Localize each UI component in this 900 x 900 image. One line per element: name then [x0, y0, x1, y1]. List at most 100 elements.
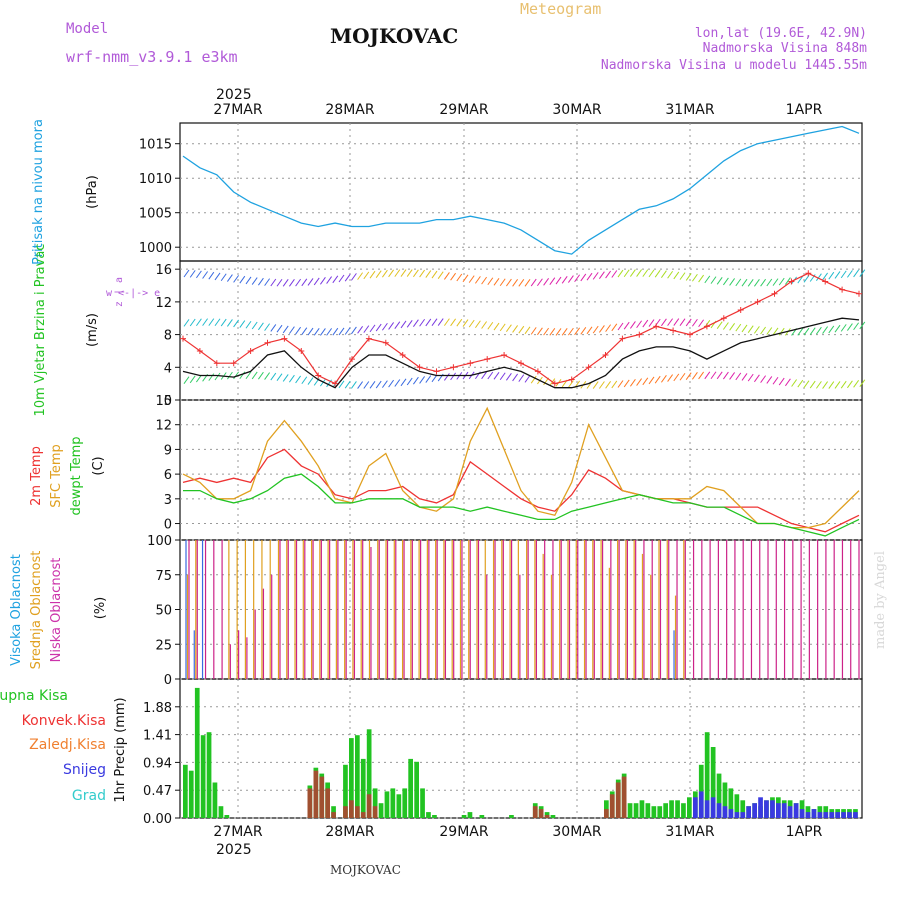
wind-barb [685, 318, 692, 327]
wind-barb [735, 323, 742, 332]
wind-barb [543, 327, 550, 336]
wind-barb [741, 324, 748, 333]
wind-barb [183, 376, 190, 384]
wind-barb [462, 319, 469, 327]
wind-barb [803, 327, 810, 336]
wind-barb [710, 371, 717, 380]
precip-bar [740, 812, 746, 818]
y-tick-label: 15 [155, 394, 172, 409]
precip-bar [663, 803, 668, 818]
wind-gust-mark [551, 380, 558, 387]
precip-bar [716, 773, 722, 818]
wind-gust-mark [450, 364, 457, 371]
wind-barb [636, 378, 643, 386]
wind-barb [388, 379, 395, 388]
wind-barb [822, 381, 829, 389]
wind-gust-mark [805, 270, 812, 277]
wind-barb [344, 273, 351, 282]
wind-barb [828, 381, 835, 389]
precip-bar [734, 794, 740, 818]
y-tick-label: 25 [155, 638, 172, 653]
wind-barb [859, 269, 866, 277]
precip-bar [645, 803, 651, 818]
wind-barb [722, 322, 729, 330]
wind-barb [443, 272, 450, 280]
wind-barb [580, 327, 587, 335]
wind-barb [313, 328, 320, 336]
wind-barb [648, 269, 655, 278]
wind-barb [809, 327, 816, 335]
wind-barb [319, 328, 326, 336]
wind-barb [406, 269, 413, 277]
wind-barb [208, 373, 215, 381]
y-tick-label: 12 [155, 419, 172, 434]
y-tick-label: 0.94 [143, 756, 172, 771]
wind-barb [288, 279, 295, 287]
wind-barb [208, 271, 215, 280]
wind-barb [636, 320, 643, 329]
top-date-labels: 27MAR 28MAR 29MAR 30MAR 31MAR 1APR [213, 102, 822, 118]
wind-barb [270, 324, 277, 332]
wind-barb [264, 323, 271, 331]
wind-barb [214, 372, 221, 381]
wind-barb [729, 323, 736, 331]
precip-bars [183, 687, 858, 818]
wind-barbs [183, 269, 866, 389]
wind-barb [456, 273, 463, 282]
pressure-title: Pritisak na nivou mora [31, 119, 46, 265]
wind-barb [220, 318, 227, 327]
temp-title-sfc: SFC Temp [49, 444, 64, 508]
wind-barb [660, 318, 667, 327]
wind-barb [350, 273, 357, 281]
wind-gust-mark [315, 372, 322, 379]
wind-barb [183, 269, 190, 278]
wind-barb [685, 372, 692, 380]
wind-barb [301, 327, 308, 335]
cloud-title-mid: Srednja Oblacnost [29, 551, 44, 670]
wind-barb [251, 371, 258, 380]
wind-barb [648, 376, 655, 385]
wind-barb [468, 275, 475, 283]
wind-barb [350, 381, 357, 389]
wind-barb [766, 376, 773, 384]
y-tick-label: 1.41 [143, 729, 172, 744]
wind-barb [369, 324, 376, 333]
wind-barb [419, 269, 426, 278]
precip-bar [384, 791, 390, 818]
wind-gust-mark [298, 347, 305, 354]
wind-barb [716, 277, 723, 285]
wind-barb [474, 320, 481, 329]
wind-barb [673, 271, 680, 280]
wind-gust-mark [484, 356, 491, 363]
precip-bar [823, 812, 829, 818]
wind-barb [301, 376, 308, 385]
precip-bar [538, 809, 544, 818]
cloud-unit: (%) [93, 597, 108, 620]
legend-snow: Snijeg [63, 762, 106, 778]
wind-gust-mark [720, 315, 727, 322]
precip-bar [752, 803, 757, 818]
y-tick-label: 100 [147, 534, 172, 549]
precip-bar [716, 803, 722, 818]
wind-barb [425, 270, 432, 278]
wind-barb [350, 326, 357, 335]
precip-bar [799, 809, 805, 818]
wind-barb [679, 372, 686, 381]
wind-barb [481, 321, 488, 329]
wind-barb [301, 278, 308, 287]
wind-barb [704, 371, 711, 380]
wind-barb [716, 371, 723, 380]
precip-bar [355, 806, 360, 818]
model-label: Model [66, 21, 108, 37]
wind-barb [530, 327, 537, 335]
precip-bar [360, 758, 366, 818]
wind-gust-mark [568, 376, 575, 383]
wind-barb [499, 323, 506, 332]
wind-barb [419, 376, 426, 384]
wind-gust-mark [365, 335, 372, 342]
precip-bar [740, 800, 746, 818]
wind-barb [778, 377, 785, 386]
wind-barb [319, 378, 326, 387]
wind-barb [828, 325, 835, 334]
wind-barb [722, 277, 729, 286]
